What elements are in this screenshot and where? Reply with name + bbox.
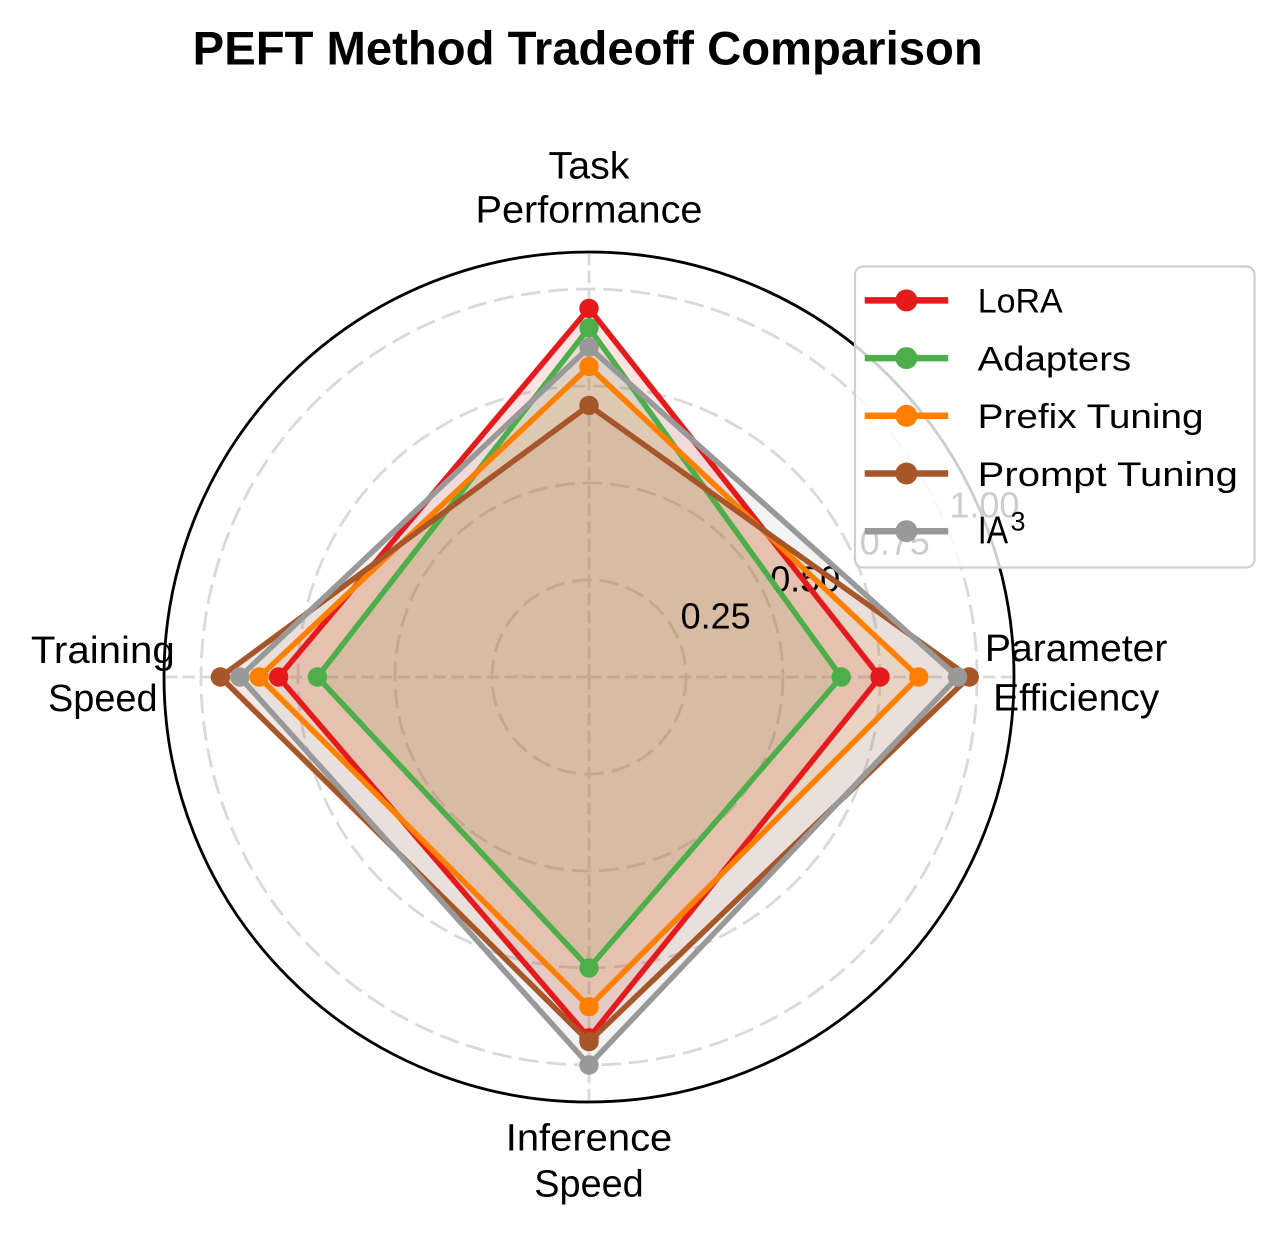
- svg-text:IA: IA: [978, 510, 1009, 553]
- svg-text:PEFT Method Tradeoff Compariso: PEFT Method Tradeoff Comparison: [193, 22, 983, 75]
- svg-text:Prompt Tuning: Prompt Tuning: [978, 456, 1238, 494]
- svg-text:Speed: Speed: [48, 678, 158, 720]
- svg-text:Adapters: Adapters: [978, 340, 1131, 378]
- svg-text:Performance: Performance: [476, 189, 703, 231]
- svg-text:Inference: Inference: [506, 1117, 673, 1159]
- svg-text:Task: Task: [549, 146, 631, 188]
- svg-text:Parameter: Parameter: [985, 628, 1168, 670]
- svg-text:Speed: Speed: [534, 1164, 644, 1206]
- svg-text:Prefix Tuning: Prefix Tuning: [978, 398, 1204, 436]
- svg-text:Training: Training: [31, 630, 175, 672]
- svg-text:Efficiency: Efficiency: [993, 678, 1159, 720]
- svg-text:3: 3: [1011, 506, 1026, 536]
- svg-text:0.25: 0.25: [681, 596, 751, 637]
- svg-text:LoRA: LoRA: [978, 283, 1063, 321]
